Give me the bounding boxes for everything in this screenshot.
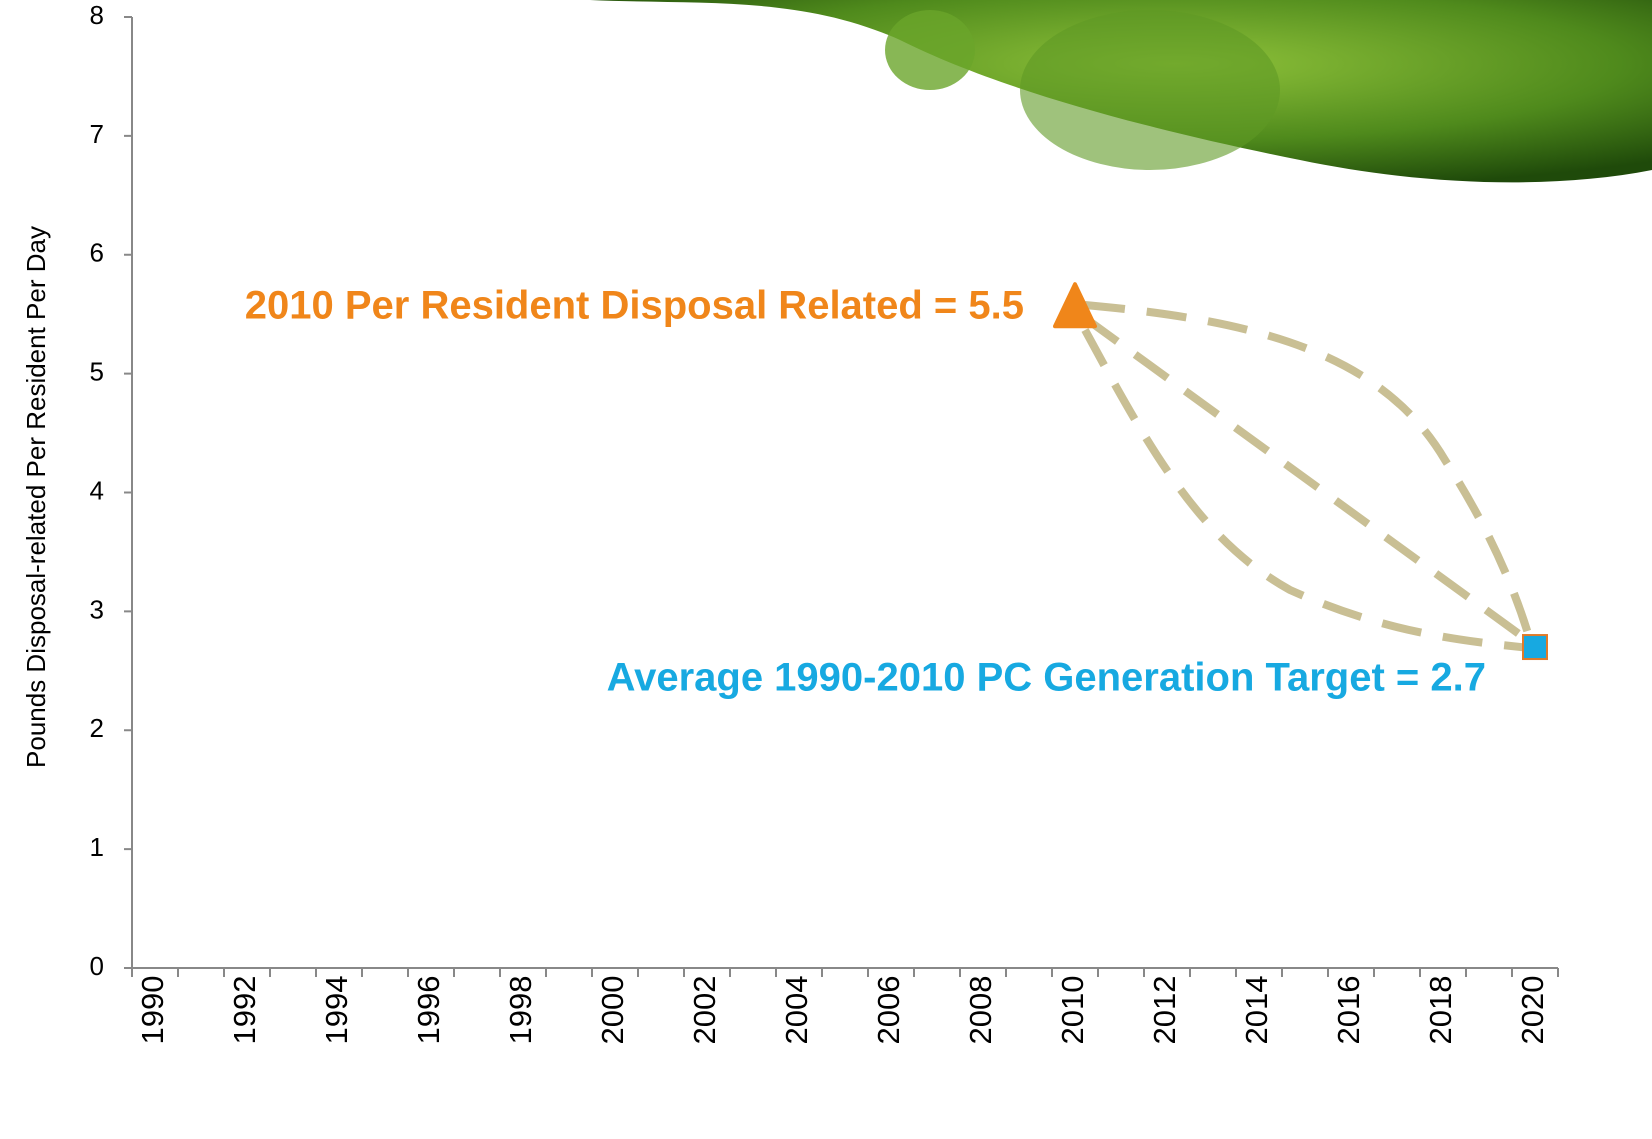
y-tick-label: 8 — [90, 0, 104, 30]
x-tick-label: 1990 — [135, 976, 170, 1045]
leaf-droplet — [1020, 10, 1280, 170]
data-point — [1522, 634, 1548, 661]
data-point — [1053, 282, 1097, 329]
x-tick-label: 2006 — [871, 976, 906, 1045]
x-tick-label: 2014 — [1239, 976, 1274, 1045]
x-tick-label: 1998 — [503, 976, 538, 1045]
x-tick-label: 1994 — [319, 976, 354, 1045]
x-tick-label: 2000 — [595, 976, 630, 1045]
y-tick-label: 7 — [90, 119, 104, 149]
x-tick-label: 2012 — [1147, 976, 1182, 1045]
y-tick-label: 4 — [90, 475, 104, 505]
y-axis-label: Pounds Disposal-related Per Resident Per… — [21, 226, 51, 768]
y-tick-label: 2 — [90, 713, 104, 743]
y-tick-label: 3 — [90, 594, 104, 624]
leaf-droplet — [885, 10, 975, 90]
x-tick-label: 2018 — [1423, 976, 1458, 1045]
x-tick-label: 2004 — [779, 976, 814, 1045]
annotation: 2010 Per Resident Disposal Related = 5.5 — [245, 284, 1024, 328]
y-tick-label: 6 — [90, 238, 104, 268]
annotation: Average 1990-2010 PC Generation Target =… — [607, 656, 1486, 700]
x-tick-label: 2008 — [963, 976, 998, 1045]
x-tick-label: 2016 — [1331, 976, 1366, 1045]
y-tick-label: 1 — [90, 832, 104, 862]
y-tick-label: 5 — [90, 357, 104, 387]
x-tick-label: 1992 — [227, 976, 262, 1045]
x-tick-label: 2002 — [687, 976, 722, 1045]
x-tick-label: 2010 — [1055, 976, 1090, 1045]
connector-curves — [1081, 301, 1534, 652]
x-tick-label: 2020 — [1515, 976, 1550, 1045]
x-tick-label: 1996 — [411, 976, 446, 1045]
y-tick-label: 0 — [90, 951, 104, 981]
